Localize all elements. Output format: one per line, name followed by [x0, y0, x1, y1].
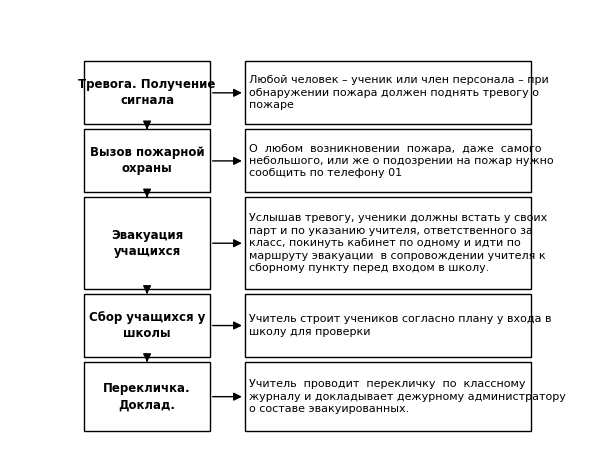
Bar [245, 294, 531, 357]
Text: Перекличка.
Доклад.: Перекличка. Доклад. [103, 382, 191, 411]
Bar [84, 62, 210, 124]
Text: Учитель  проводит  перекличку  по  классному
журналу и докладывает дежурному адм: Учитель проводит перекличку по классному… [250, 379, 566, 414]
Text: Эвакуация
учащихся: Эвакуация учащихся [111, 229, 183, 258]
Text: Любой человек – ученик или член персонала – при
обнаружении пожара должен поднят: Любой человек – ученик или член персонал… [250, 75, 549, 110]
Text: Сбор учащихся у
школы: Сбор учащихся у школы [89, 311, 205, 340]
Text: Учитель строит учеников согласно плану у входа в
школу для проверки: Учитель строит учеников согласно плану у… [250, 315, 552, 337]
Bar [245, 362, 531, 431]
Bar [245, 62, 531, 124]
Bar [84, 130, 210, 192]
Bar [84, 362, 210, 431]
Text: Вызов пожарной
охраны: Вызов пожарной охраны [90, 146, 205, 175]
Text: О  любом  возникновении  пожара,  даже  самого
небольшого, или же о подозрении н: О любом возникновении пожара, даже самог… [250, 144, 554, 178]
Bar [245, 198, 531, 289]
Bar [84, 198, 210, 289]
Text: Услышав тревогу, ученики должны встать у своих
парт и по указанию учителя, ответ: Услышав тревогу, ученики должны встать у… [250, 213, 548, 273]
Text: Тревога. Получение
сигнала: Тревога. Получение сигнала [79, 78, 216, 107]
Bar [84, 294, 210, 357]
Bar [245, 130, 531, 192]
